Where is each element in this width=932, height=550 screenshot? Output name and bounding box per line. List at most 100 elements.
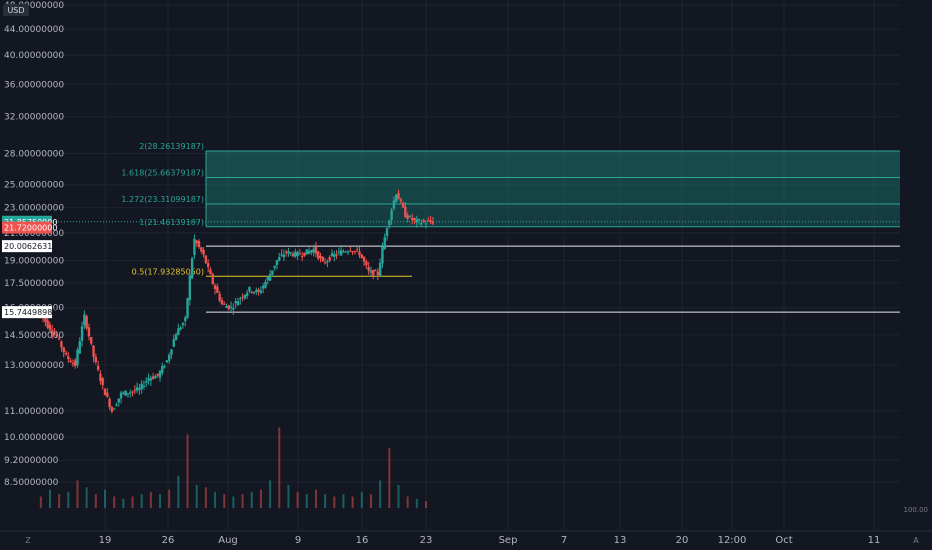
fib-level-label: 1(21.46139187) [139, 218, 204, 227]
volume-bars [39, 427, 427, 508]
volume-bar [425, 501, 427, 508]
price-tick-label: 28.00000000 [4, 150, 64, 160]
candle-body [335, 254, 338, 256]
candle-body [317, 251, 320, 259]
candle-body [103, 388, 107, 396]
time-tick-label: 23 [420, 535, 433, 546]
candle-body [83, 314, 86, 326]
candle-body [106, 392, 109, 397]
candle-body [305, 249, 308, 255]
price-tick-label: 19.00000000 [4, 256, 64, 266]
candle-body [307, 250, 311, 254]
candle-body [349, 250, 352, 252]
candle-body [273, 265, 276, 268]
candle-body [67, 356, 70, 360]
candle-body [78, 341, 81, 354]
candle-body [168, 354, 171, 361]
fib-level-label: 1.272(23.31099187) [121, 195, 204, 204]
candle-body [234, 301, 237, 304]
candle-body [149, 378, 153, 381]
timezone-letter[interactable]: Z [25, 536, 31, 545]
price-tick-label: 44.00000000 [4, 25, 64, 35]
candle-body [206, 263, 210, 267]
candle-body [378, 262, 382, 277]
fib-level-label: 1.618(25.66379187) [121, 169, 204, 178]
candle-body [262, 285, 265, 289]
candle-body [321, 257, 325, 262]
candle-body [284, 251, 288, 253]
candle-body [392, 200, 396, 209]
candle-body [328, 257, 331, 261]
candle-body [310, 250, 313, 253]
volume-bar [177, 475, 180, 508]
candle-body [250, 291, 253, 293]
auto-scale-letter[interactable]: A [913, 536, 919, 545]
candle-body [108, 398, 111, 408]
candle-body [408, 215, 412, 217]
candle-body [172, 339, 175, 347]
candle-body [422, 220, 425, 223]
candle-body [174, 334, 178, 341]
price-tick-label: 17.50000000 [4, 279, 64, 289]
time-tick-label: 20 [676, 535, 689, 546]
candle-body [186, 298, 189, 318]
time-tick-label: Sep [499, 535, 518, 546]
fib-extension[interactable]: 2(28.26139187) 1.618(25.66379187) 1.272(23… [121, 142, 900, 228]
price-tick-label: 32.00000000 [4, 113, 64, 123]
candle-body [390, 210, 393, 220]
candle-body [330, 253, 334, 257]
fib-zone [206, 204, 900, 227]
candle-body [177, 328, 180, 336]
candle-body [195, 240, 198, 244]
candle-body [200, 247, 203, 252]
volume-bar [186, 434, 189, 508]
candle-body [413, 218, 416, 221]
candle-body [227, 305, 231, 310]
candle-body [346, 251, 350, 253]
candle-body [55, 334, 59, 337]
candle-body [151, 376, 155, 379]
time-axis[interactable]: 19 26 Aug 9 16 23 Sep 7 13 20 12:00 Oct 11 [0, 530, 932, 546]
candle-body [291, 253, 295, 257]
candle-body [119, 392, 123, 399]
volume-bar [259, 489, 262, 508]
horizontal-lines[interactable]: 0.5(17.93285050) [52, 221, 900, 313]
candle-body [85, 316, 88, 329]
volume-bar [342, 494, 345, 508]
price-tick-label: 36.00000000 [4, 80, 64, 90]
candle-body [431, 221, 435, 224]
price-tick-label: 25.00000000 [4, 181, 64, 191]
volume-bar [287, 485, 290, 508]
candle-body [351, 251, 354, 253]
candle-body [184, 317, 187, 322]
time-tick-label: 12:00 [718, 535, 747, 546]
candle-body [229, 306, 233, 308]
retracement-label: 0.5(17.93285050) [132, 267, 204, 276]
candle-body [420, 223, 423, 225]
candle-body [365, 261, 368, 266]
fib-zone [206, 150, 900, 178]
candle-body [202, 250, 205, 255]
candle-body [190, 258, 194, 279]
candle-body [225, 306, 228, 308]
candle-body [60, 341, 63, 348]
price-tick-label: 23.00000000 [4, 204, 64, 214]
candle-body [213, 285, 217, 289]
candle-body [156, 373, 159, 376]
currency-badge[interactable] [3, 4, 29, 16]
time-tick-label: Oct [775, 535, 792, 546]
candle-body [303, 252, 306, 256]
candle-body [424, 223, 428, 225]
volume-bar [369, 494, 372, 508]
volume-bar [94, 494, 97, 508]
candle-body [367, 266, 370, 271]
candle-body [369, 270, 373, 273]
candle-body [294, 251, 297, 257]
candle-body [124, 390, 127, 396]
volume-bar [168, 489, 171, 508]
price-tick-label: 9.20000000 [4, 456, 59, 466]
price-labels: 21.8575000021.7200000020.0062631115.7449… [2, 215, 57, 319]
candle-body [415, 219, 419, 223]
volume-bar [351, 496, 354, 508]
